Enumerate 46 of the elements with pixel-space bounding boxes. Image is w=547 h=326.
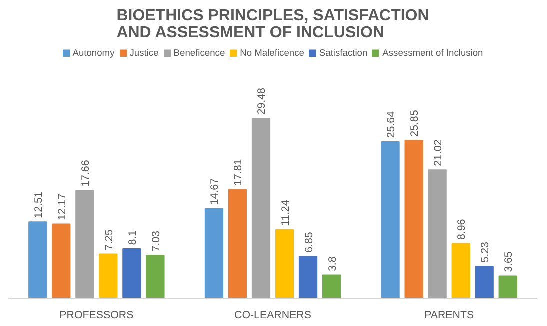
- bar: [146, 255, 165, 298]
- bar: [275, 229, 294, 298]
- data-label: 11.24: [280, 200, 292, 226]
- data-label: 7.25: [103, 230, 116, 250]
- bar: [475, 266, 494, 298]
- legend-label: Satisfaction: [319, 48, 368, 58]
- data-label: 3.8: [326, 256, 339, 272]
- data-label: 8.96: [456, 219, 468, 240]
- legend-label: Justice: [130, 48, 159, 58]
- bar: [52, 224, 71, 298]
- x-tick-label: PARENTS: [424, 310, 474, 322]
- legend-label: No Maleficence: [240, 48, 304, 58]
- legend-label: Assessment of Inclusion: [382, 48, 484, 58]
- data-label: 25.64: [386, 111, 398, 138]
- data-label: 25.85: [409, 110, 422, 137]
- data-label: 5.23: [480, 242, 492, 263]
- bar: [322, 274, 342, 298]
- bar: [99, 254, 118, 298]
- data-label: 17.66: [80, 160, 92, 187]
- data-label: 6.85: [303, 232, 316, 253]
- bar: [404, 140, 424, 298]
- bar: [298, 256, 318, 298]
- chart-title: BIOETHICS PRINCIPLES, SATISFACTION AND ASSESSMENT OF INCLUSION: [116, 8, 430, 42]
- data-label: 7.03: [150, 230, 162, 252]
- data-label: 12.51: [32, 192, 45, 218]
- bar: [204, 208, 224, 298]
- bar: [452, 243, 470, 298]
- data-label: 29.48: [256, 88, 268, 115]
- bar: [28, 222, 48, 298]
- data-label: 17.81: [232, 159, 245, 186]
- bar: [381, 141, 400, 298]
- data-label: 3.65: [503, 252, 516, 272]
- x-tick-label: CO-LEARNERS: [234, 310, 312, 322]
- data-label: 8.1: [126, 230, 139, 246]
- bar: [252, 118, 271, 298]
- bar: [76, 190, 94, 298]
- bar: [498, 276, 518, 298]
- legend-label: Beneficence: [174, 48, 226, 58]
- legend-label: Autonomy: [72, 48, 115, 58]
- data-label: 21.02: [432, 140, 445, 166]
- data-label: 14.67: [209, 178, 222, 206]
- bar: [122, 248, 142, 298]
- bar: [428, 170, 447, 298]
- data-label: 12.17: [56, 194, 68, 220]
- bar: [228, 189, 248, 298]
- x-tick-label: PROFESSORS: [60, 310, 134, 322]
